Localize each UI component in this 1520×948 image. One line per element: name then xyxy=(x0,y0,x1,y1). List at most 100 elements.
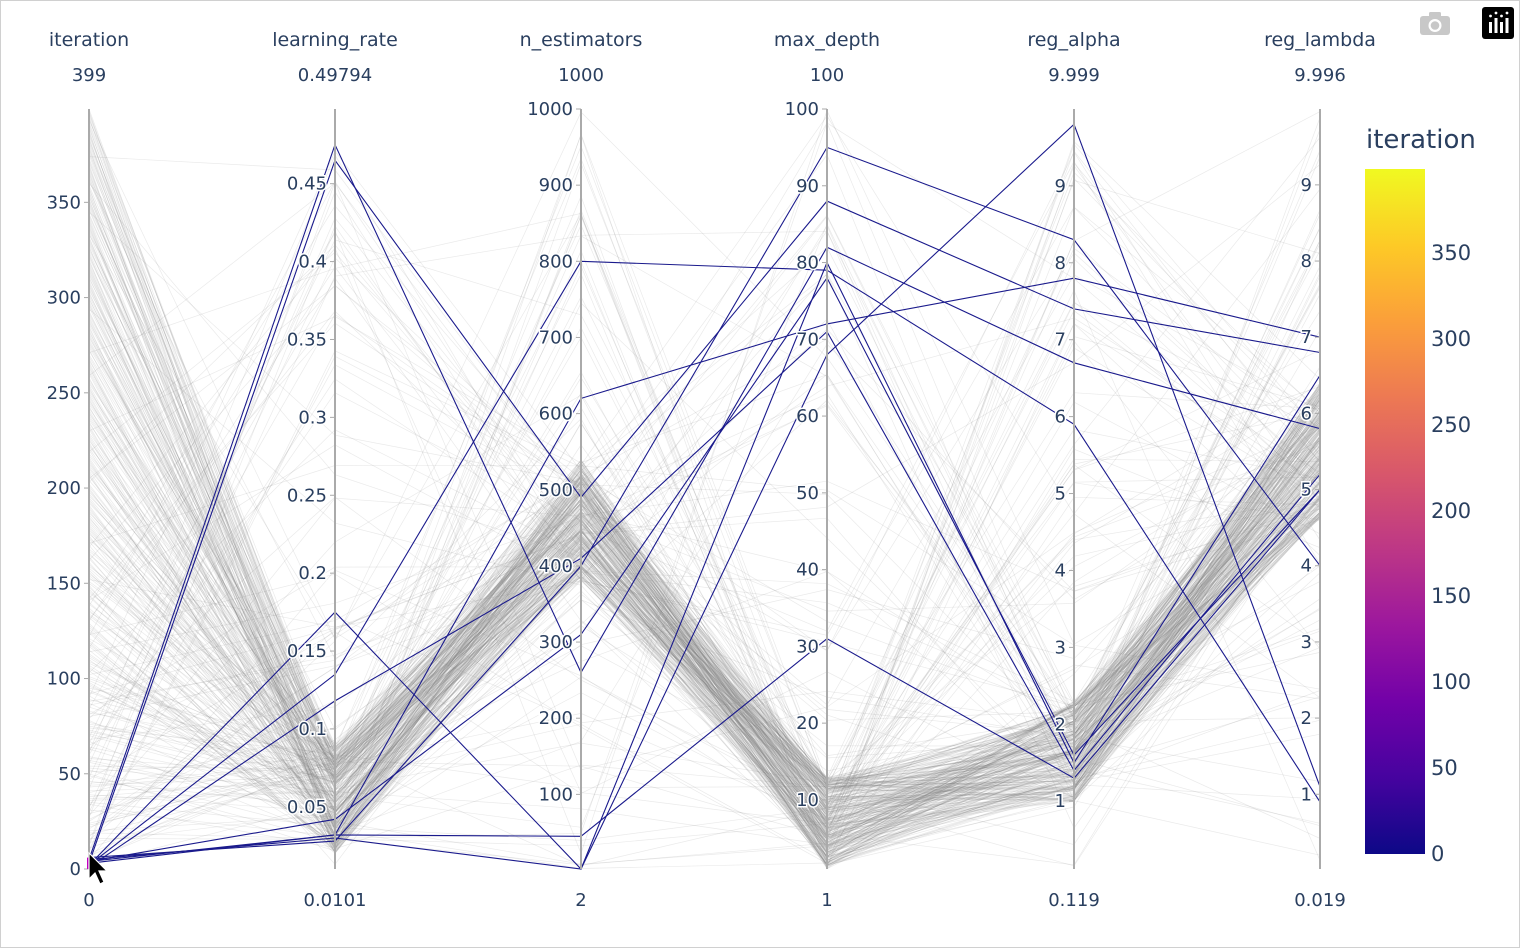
context-line xyxy=(88,148,1321,853)
context-line xyxy=(88,400,1321,826)
axis-tick-label: 350 xyxy=(47,192,81,213)
axis-title-iteration[interactable]: iteration xyxy=(48,29,130,51)
highlighted-line xyxy=(88,123,1321,870)
context-line xyxy=(88,219,1321,843)
context-line xyxy=(88,405,1321,855)
context-line xyxy=(88,493,1321,868)
axis-tick-label: 8 xyxy=(1301,251,1312,272)
context-line xyxy=(88,129,1321,854)
axis-title-n_estimators[interactable]: n_estimators xyxy=(519,29,643,51)
context-line xyxy=(88,188,1321,851)
context-line xyxy=(88,480,1321,773)
context-line xyxy=(88,145,1321,824)
axis-tick-label: 70 xyxy=(796,329,819,350)
context-line xyxy=(88,512,1321,786)
context-line xyxy=(88,180,1321,747)
axis-tick-label: 300 xyxy=(539,632,573,653)
context-line xyxy=(88,293,1321,792)
context-line xyxy=(88,444,1321,794)
axis-tick-label: 1 xyxy=(1301,784,1312,805)
context-line xyxy=(88,164,1321,815)
axis-tick-label: 150 xyxy=(47,573,81,594)
context-line xyxy=(88,326,1321,827)
colorbar xyxy=(1365,169,1425,854)
context-line xyxy=(88,322,1321,860)
context-line xyxy=(88,320,1321,812)
context-line xyxy=(88,444,1321,803)
context-line xyxy=(88,350,1321,851)
context-line xyxy=(88,439,1321,841)
axis-min-n_estimators: 2 xyxy=(575,890,587,911)
axis-title-max_depth[interactable]: max_depth xyxy=(773,29,881,51)
context-line xyxy=(88,111,1321,849)
context-line xyxy=(88,386,1321,843)
context-line xyxy=(88,398,1321,806)
context-line xyxy=(88,488,1321,848)
context-line xyxy=(88,114,1321,864)
context-line xyxy=(88,477,1321,827)
context-line xyxy=(88,480,1321,814)
axis-max-iteration: 399 xyxy=(71,65,107,86)
context-line xyxy=(88,491,1321,794)
context-line xyxy=(88,535,1321,857)
context-line xyxy=(88,230,1321,866)
context-line xyxy=(88,282,1321,836)
context-line xyxy=(88,205,1321,825)
context-line xyxy=(88,360,1321,805)
axis-min-learning_rate: 0.0101 xyxy=(303,890,367,911)
axis-tick-label: 0 xyxy=(70,859,81,880)
context-line xyxy=(88,232,1321,850)
context-line xyxy=(88,599,1321,802)
context-line xyxy=(88,157,1321,812)
context-line xyxy=(88,480,1321,799)
highlighted-line xyxy=(88,489,1321,864)
context-line xyxy=(88,302,1321,826)
axis-min-reg_alpha: 0.119 xyxy=(1048,890,1100,911)
context-line xyxy=(88,513,1321,864)
context-line xyxy=(88,323,1321,868)
context-line xyxy=(88,306,1321,801)
context-line xyxy=(88,221,1321,854)
axis-title-reg_alpha[interactable]: reg_alpha xyxy=(1027,29,1121,51)
context-line xyxy=(88,364,1321,846)
context-line xyxy=(88,139,1321,861)
axis-title-reg_lambda[interactable]: reg_lambda xyxy=(1264,29,1376,51)
context-line xyxy=(88,227,1321,868)
context-line xyxy=(88,473,1321,854)
camera-icon[interactable] xyxy=(1417,7,1453,39)
highlighted-lines xyxy=(88,123,1321,870)
axis-tick-label: 0.2 xyxy=(298,563,327,584)
context-line xyxy=(88,215,1321,802)
context-line xyxy=(88,444,1321,865)
axis-tick-label: 500 xyxy=(539,480,573,501)
context-line xyxy=(88,240,1321,827)
context-line xyxy=(88,420,1321,838)
context-line xyxy=(88,411,1321,850)
context-line xyxy=(88,110,1321,830)
context-line xyxy=(88,415,1321,779)
context-line xyxy=(88,399,1321,810)
axes[interactable]: 0501001502002503003500.050.10.150.20.250… xyxy=(45,98,1321,882)
context-line xyxy=(88,287,1321,844)
plotly-logo-icon[interactable] xyxy=(1482,7,1514,39)
axis-tick-label: 7 xyxy=(1055,330,1066,351)
context-line xyxy=(88,369,1321,798)
context-line xyxy=(88,468,1321,816)
context-line xyxy=(88,393,1321,798)
context-line xyxy=(88,513,1321,845)
axis-title-learning_rate[interactable]: learning_rate xyxy=(272,29,398,51)
context-line xyxy=(88,236,1321,846)
context-line xyxy=(88,339,1321,866)
axis-tick-label: 1 xyxy=(1055,791,1066,812)
context-line xyxy=(88,461,1321,836)
axis-tick-label: 30 xyxy=(796,636,819,657)
context-line xyxy=(88,160,1321,829)
context-line xyxy=(88,514,1321,857)
context-line xyxy=(88,439,1321,756)
context-line xyxy=(88,439,1321,838)
context-line xyxy=(88,308,1321,858)
context-line xyxy=(88,122,1321,826)
axis-tick-label: 4 xyxy=(1055,560,1066,581)
context-line xyxy=(88,414,1321,819)
